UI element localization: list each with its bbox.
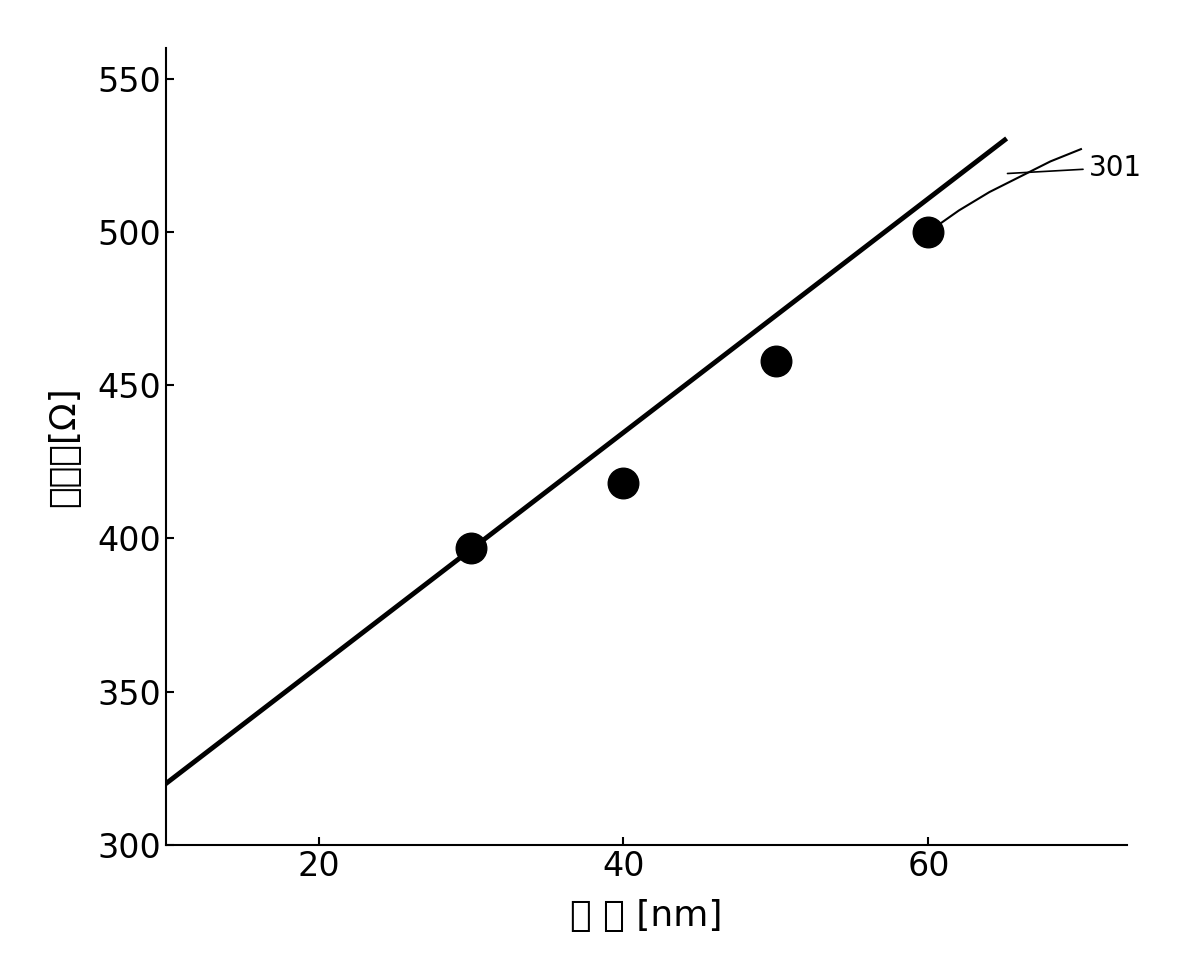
X-axis label: 栊 长 [nm]: 栊 长 [nm] <box>570 900 722 933</box>
Point <box>614 475 633 491</box>
Text: 301: 301 <box>1007 154 1142 181</box>
Point <box>919 225 938 240</box>
Y-axis label: 总电阻[Ω]: 总电阻[Ω] <box>46 386 81 507</box>
Point <box>461 540 480 555</box>
Point <box>766 353 785 369</box>
